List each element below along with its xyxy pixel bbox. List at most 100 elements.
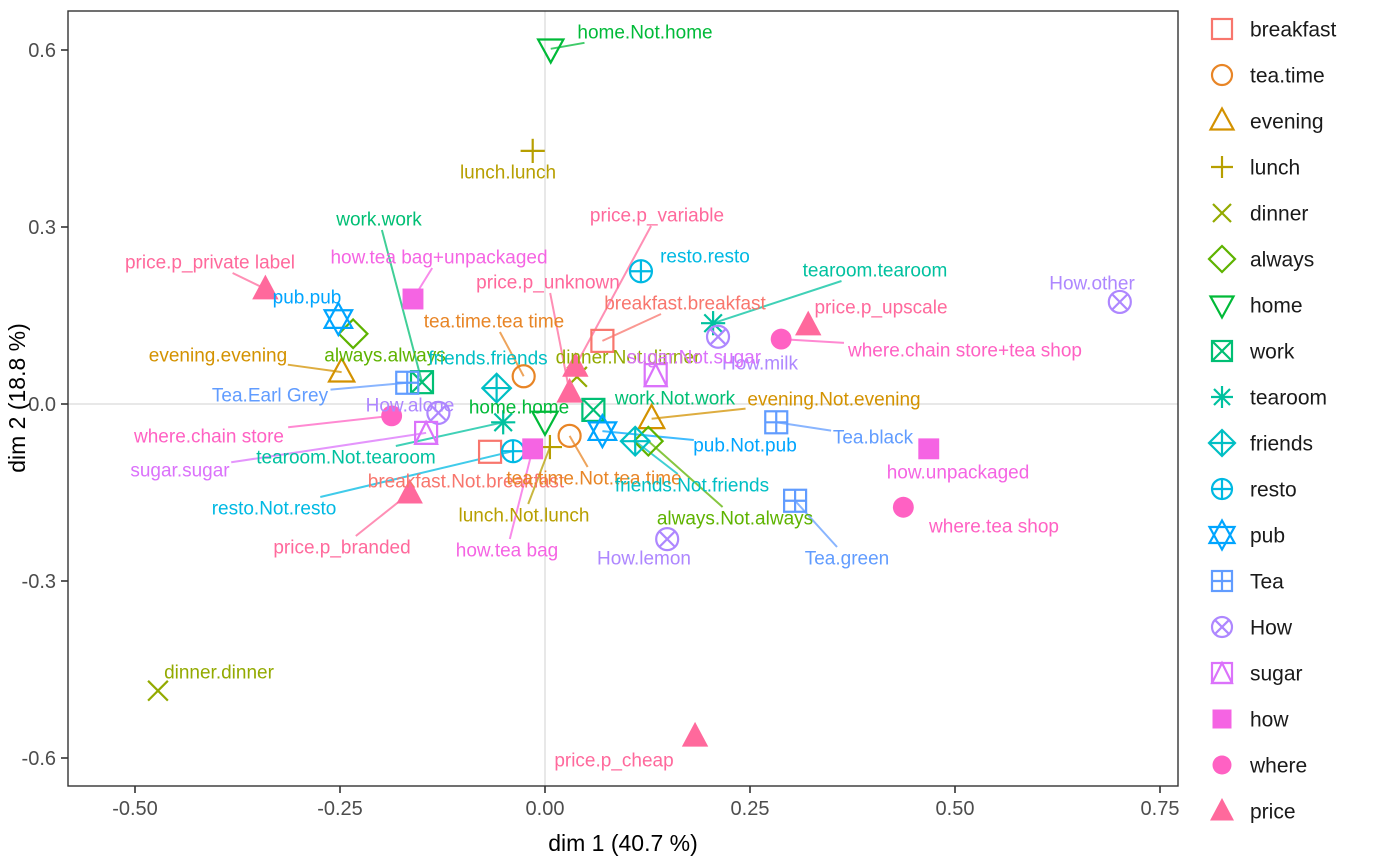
legend-entry: where — [1212, 755, 1307, 778]
point-label: how.tea bag+unpackaged — [330, 247, 547, 268]
marker-filled-triangle — [252, 274, 279, 300]
x-axis: -0.50 -0.25 0.00 0.25 0.50 0.75 — [112, 786, 1179, 820]
marker-filled-circle — [1212, 755, 1232, 775]
legend-entry: how — [1212, 709, 1289, 732]
marker-square-plus — [764, 410, 789, 435]
x-axis-title: dim 1 (40.7 %) — [548, 830, 698, 856]
leader-line — [380, 229, 423, 383]
y-tick-label: -0.6 — [22, 748, 56, 770]
marker-open-circle — [1210, 63, 1234, 87]
leader-line — [602, 430, 694, 442]
point-label: tea.time.Not.tea time — [506, 468, 681, 489]
legend-entry: price — [1210, 798, 1296, 824]
legend-label: breakfast — [1250, 19, 1337, 42]
leader-line — [550, 41, 585, 50]
marker-asterisk — [491, 410, 516, 435]
marker-filled-triangle — [556, 377, 583, 403]
point-label: Tea.black — [833, 427, 914, 448]
marker-square-plus — [1210, 569, 1234, 593]
marker-open-triangle-up — [1208, 106, 1236, 131]
marker-square-plus — [782, 488, 808, 513]
point-label: price.p_unknown — [476, 272, 620, 293]
leader-line — [231, 431, 427, 464]
point-label: breakfast.breakfast — [604, 293, 766, 314]
point-label: resto.resto — [660, 246, 750, 267]
point-label: price.p_variable — [590, 205, 724, 226]
marker-open-square — [590, 328, 615, 353]
point-labels: breakfast.breakfast breakfast.Not.breakfa… — [125, 22, 1135, 771]
leader-line — [776, 421, 832, 432]
marker-star-of-david — [322, 300, 354, 338]
marker-filled-square — [522, 438, 544, 460]
point-label: Tea.green — [805, 548, 890, 569]
point-label: price.p_cheap — [554, 750, 673, 771]
leader-line — [568, 435, 589, 468]
point-label: How.lemon — [597, 548, 691, 569]
point-label: price.p_upscale — [814, 297, 947, 318]
panel-border — [67, 10, 1179, 787]
point-label: home.home — [469, 397, 569, 418]
legend: breakfast tea.time evening lunch dinner alway… — [1207, 17, 1337, 824]
legend-entry: pub — [1207, 518, 1285, 552]
legend-label: always — [1250, 249, 1314, 272]
point-label: where.chain store+tea shop — [847, 340, 1082, 361]
leader-line — [499, 331, 525, 377]
leader-line — [288, 414, 392, 429]
legend-label: resto — [1250, 479, 1297, 502]
point-label: where.chain store — [133, 426, 284, 447]
marker-circle-cross — [655, 527, 680, 552]
data-points — [147, 38, 1132, 747]
point-label: How.alone — [366, 395, 455, 416]
marker-filled-triangle — [396, 478, 423, 504]
point-label: lunch.lunch — [460, 162, 556, 183]
point-label: price.p_branded — [273, 537, 410, 558]
point-label: always.always — [324, 345, 445, 366]
point-label: evening.Not.evening — [747, 389, 920, 410]
marker-open-triangle-up — [637, 402, 667, 430]
legend-entry: home — [1208, 295, 1303, 320]
marker-star-of-david — [586, 412, 619, 450]
y-axis: 0.6 0.3 0.0 -0.3 -0.6 — [22, 40, 68, 770]
marker-plus — [1211, 156, 1233, 178]
y-tick-label: 0.0 — [28, 394, 56, 416]
leader-line — [527, 446, 551, 505]
leader-line — [781, 338, 845, 344]
leader-line — [330, 381, 408, 391]
marker-filled-triangle — [1210, 798, 1234, 821]
marker-square-cross — [1210, 339, 1234, 363]
marker-filled-triangle — [681, 721, 709, 747]
leader-line — [647, 440, 724, 508]
point-label: resto.Not.resto — [212, 498, 337, 519]
point-label: friends.Not.friends — [615, 475, 769, 496]
legend-label: friends — [1250, 433, 1313, 456]
point-label: Tea.Earl Grey — [212, 385, 329, 406]
marker-open-diamond — [632, 425, 665, 458]
legend-entry: resto — [1210, 477, 1297, 502]
legend-label: where — [1249, 755, 1307, 778]
marker-filled-circle — [381, 405, 403, 427]
point-label: sugar.sugar — [130, 460, 230, 481]
marker-cross — [1212, 203, 1232, 223]
x-tick-label: -0.50 — [112, 798, 158, 820]
legend-entry: How — [1210, 615, 1293, 640]
point-label: breakfast.Not.breakfast — [368, 471, 565, 492]
legend-entry: breakfast — [1210, 17, 1337, 42]
x-tick-label: 0.00 — [526, 798, 565, 820]
marker-square-triangle — [413, 419, 439, 446]
legend-label: how — [1250, 709, 1289, 732]
point-label: dinner.Not.dinner — [556, 347, 701, 368]
origin-gridlines — [68, 11, 1178, 786]
marker-circle-cross — [705, 324, 731, 349]
marker-open-triangle-down — [536, 38, 566, 65]
x-tick-label: 0.50 — [936, 798, 975, 820]
legend-label: home — [1250, 295, 1303, 318]
marker-filled-square — [918, 438, 940, 460]
marker-diamond-plus — [1207, 428, 1237, 458]
marker-diamond-plus — [480, 372, 513, 404]
leader-line — [651, 407, 746, 420]
point-label: work.work — [335, 209, 422, 230]
marker-filled-square — [1212, 709, 1232, 729]
point-label: dinner.dinner — [164, 662, 275, 683]
legend-entry: work — [1210, 339, 1295, 364]
